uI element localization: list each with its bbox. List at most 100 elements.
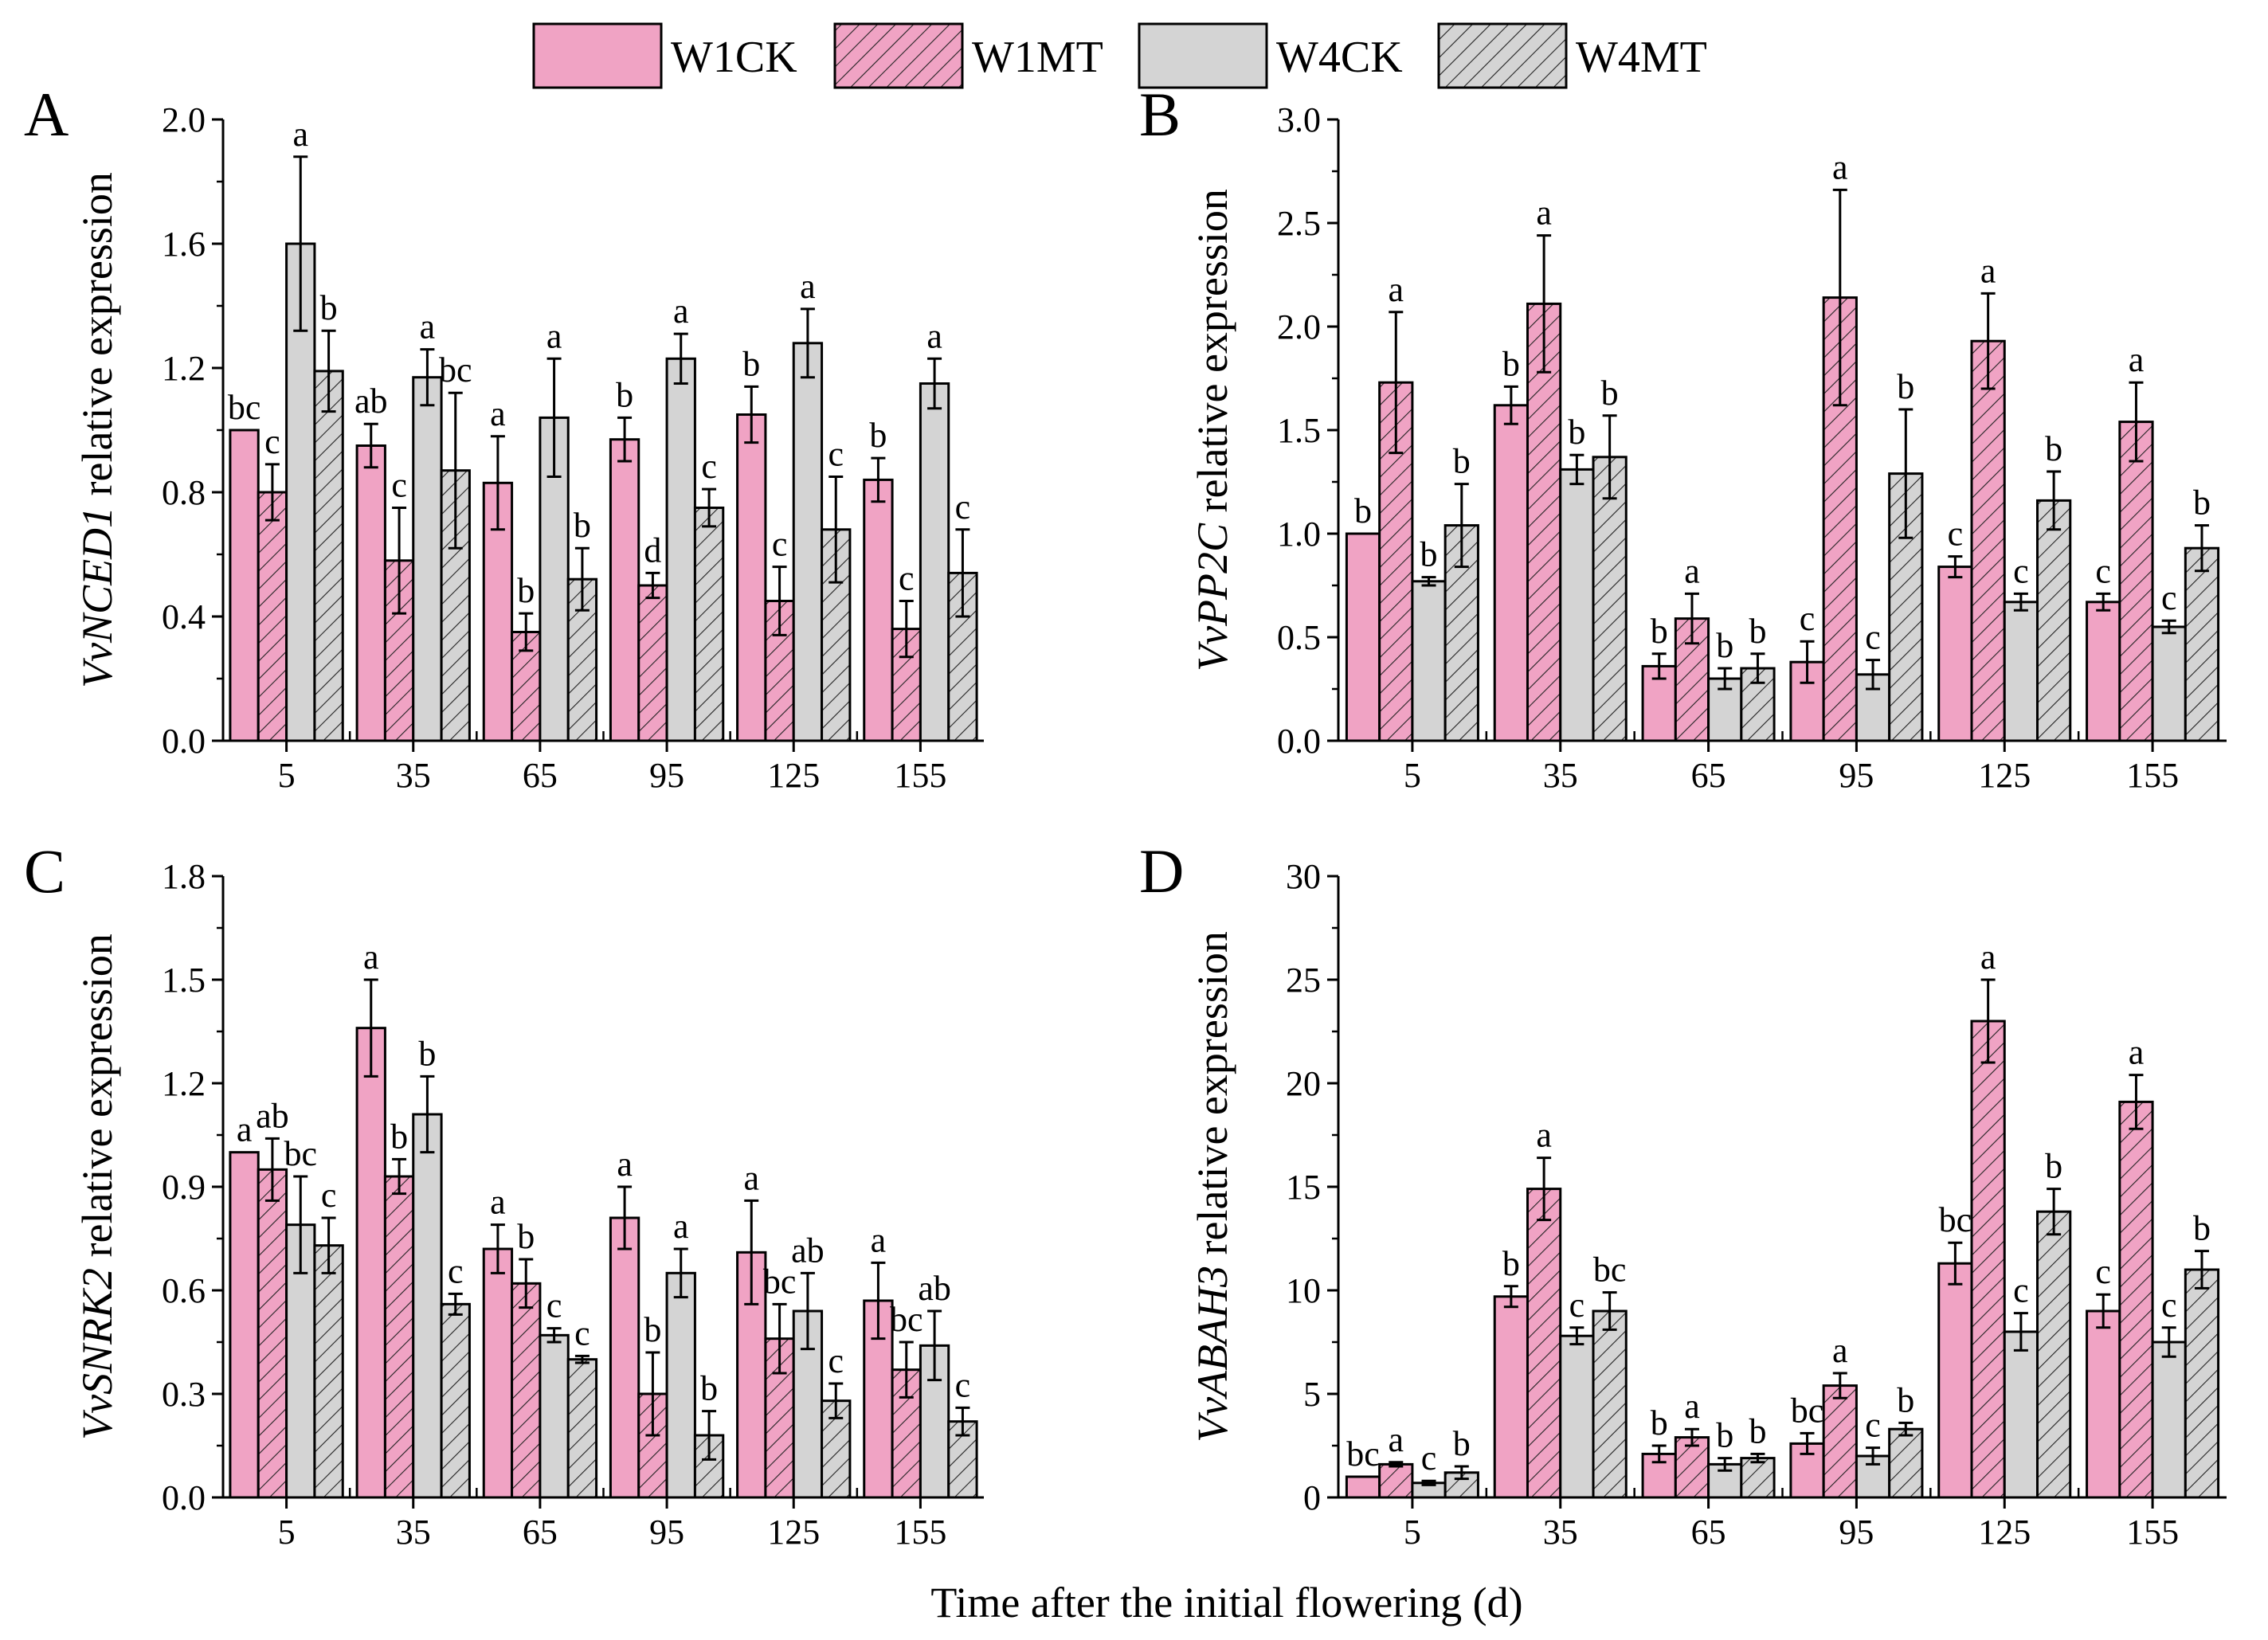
y-axis-gene: VvNCED1	[73, 507, 121, 688]
significance-label: b	[1897, 367, 1914, 406]
significance-label: c	[1569, 1286, 1585, 1325]
bar-w1ck	[609, 438, 640, 742]
significance-label: b	[517, 1217, 535, 1256]
y-tick-label: 0.6	[162, 1271, 206, 1310]
x-tick-label: 65	[523, 1513, 558, 1552]
bar-w1mt	[2118, 421, 2154, 742]
significance-label: b	[742, 344, 760, 383]
bar-w1mt	[257, 491, 288, 742]
significance-label: ab	[256, 1096, 289, 1135]
significance-label: bc	[1346, 1435, 1380, 1474]
panel-letter: C	[24, 836, 65, 906]
legend-swatch	[532, 22, 663, 89]
significance-label: d	[644, 530, 661, 569]
bar-w1ck	[1937, 566, 1973, 742]
y-tick-label: 0.4	[162, 597, 206, 636]
y-tick-label: 0.0	[162, 722, 206, 761]
y-axis-title: VvNCED1 relative expression	[73, 172, 121, 688]
significance-label: a	[1980, 251, 1996, 290]
x-tick-label: 125	[1978, 1513, 2031, 1552]
significance-label: c	[955, 487, 971, 526]
bar-w1mt	[1970, 339, 2006, 742]
significance-label: a	[1832, 1331, 1848, 1370]
significance-label: b	[1502, 344, 1520, 383]
significance-label: a	[743, 1158, 759, 1197]
x-tick-label: 95	[1839, 1513, 1874, 1552]
bar-w4ck	[792, 342, 824, 742]
significance-label: c	[1865, 618, 1881, 657]
y-axis-suffix: relative expression	[73, 934, 121, 1268]
significance-label: c	[321, 1176, 337, 1215]
bar-w1mt	[1822, 1384, 1858, 1499]
x-tick-label: 125	[767, 756, 820, 795]
bar-w1ck	[482, 1247, 514, 1499]
bar-w1mt	[1970, 1020, 2006, 1499]
legend-item-w1mt: W1MT	[833, 22, 1103, 89]
significance-label: a	[1684, 1387, 1700, 1426]
significance-label: c	[448, 1251, 464, 1290]
bar-w4ck	[2003, 601, 2039, 742]
y-tick-label: 20	[1286, 1064, 1321, 1103]
y-tick-label: 3.0	[1277, 100, 1321, 139]
significance-label: c	[2013, 551, 2029, 590]
bar-w1ck	[1493, 1295, 1529, 1499]
significance-label: b	[390, 1117, 408, 1156]
bar-w1ck	[609, 1216, 640, 1499]
significance-label: a	[546, 316, 562, 355]
x-tick-label: 5	[278, 1513, 296, 1552]
significance-label: b	[1716, 626, 1733, 665]
significance-label: c	[264, 422, 280, 461]
significance-label: a	[2129, 1033, 2145, 1072]
legend-label: W1CK	[671, 33, 797, 82]
significance-label: c	[955, 1365, 971, 1404]
bar-w4ck	[2003, 1330, 2039, 1499]
bar-w4ck	[412, 376, 443, 742]
bar-w1mt	[383, 1175, 415, 1499]
x-tick-label: 155	[894, 1513, 946, 1552]
bar-w4mt	[2184, 1268, 2220, 1499]
x-tick-label: 65	[523, 756, 558, 795]
y-tick-label: 5	[1303, 1375, 1321, 1414]
significance-label: c	[2095, 1252, 2111, 1291]
bar-w1mt	[2118, 1100, 2154, 1499]
y-tick-label: 0.0	[1277, 722, 1321, 761]
bar-w4ck	[2151, 1341, 2187, 1499]
significance-label: b	[616, 375, 633, 414]
significance-label: b	[418, 1034, 436, 1073]
legend-swatch	[1138, 22, 1268, 89]
significance-label: b	[1420, 535, 1438, 574]
significance-label: a	[1389, 1420, 1404, 1459]
bar-w4ck	[1559, 1334, 1595, 1499]
x-tick-label: 95	[649, 1513, 684, 1552]
bar-w4ck	[665, 357, 696, 742]
significance-label: a	[2129, 340, 2145, 379]
significance-label: c	[2161, 578, 2177, 617]
significance-label: a	[1536, 1116, 1552, 1155]
significance-label: b	[2193, 483, 2211, 523]
significance-label: b	[1568, 413, 1585, 452]
bar-w1ck	[2086, 601, 2121, 742]
bar-w1ck	[863, 478, 894, 742]
bar-w1ck	[355, 1027, 386, 1499]
significance-label: bc	[284, 1134, 317, 1173]
significance-label: b	[1651, 612, 1668, 651]
significance-label: bc	[763, 1262, 797, 1301]
x-tick-label: 35	[1543, 1513, 1578, 1552]
bar-w4mt	[566, 1358, 598, 1499]
x-tick-label: 95	[649, 756, 684, 795]
y-axis-title: VvPP2C relative expression	[1189, 189, 1236, 671]
bar-w1ck	[2086, 1309, 2121, 1499]
y-tick-label: 0.8	[162, 473, 206, 512]
x-tick-label: 5	[1404, 1513, 1421, 1552]
y-tick-label: 2.0	[1277, 307, 1321, 346]
bar-w1ck	[229, 1151, 260, 1499]
bar-w1mt	[1378, 1462, 1414, 1499]
significance-label: bc	[890, 1300, 923, 1339]
panel-letter: D	[1139, 836, 1184, 906]
y-tick-label: 30	[1286, 857, 1321, 896]
panel-letter: A	[24, 80, 69, 149]
